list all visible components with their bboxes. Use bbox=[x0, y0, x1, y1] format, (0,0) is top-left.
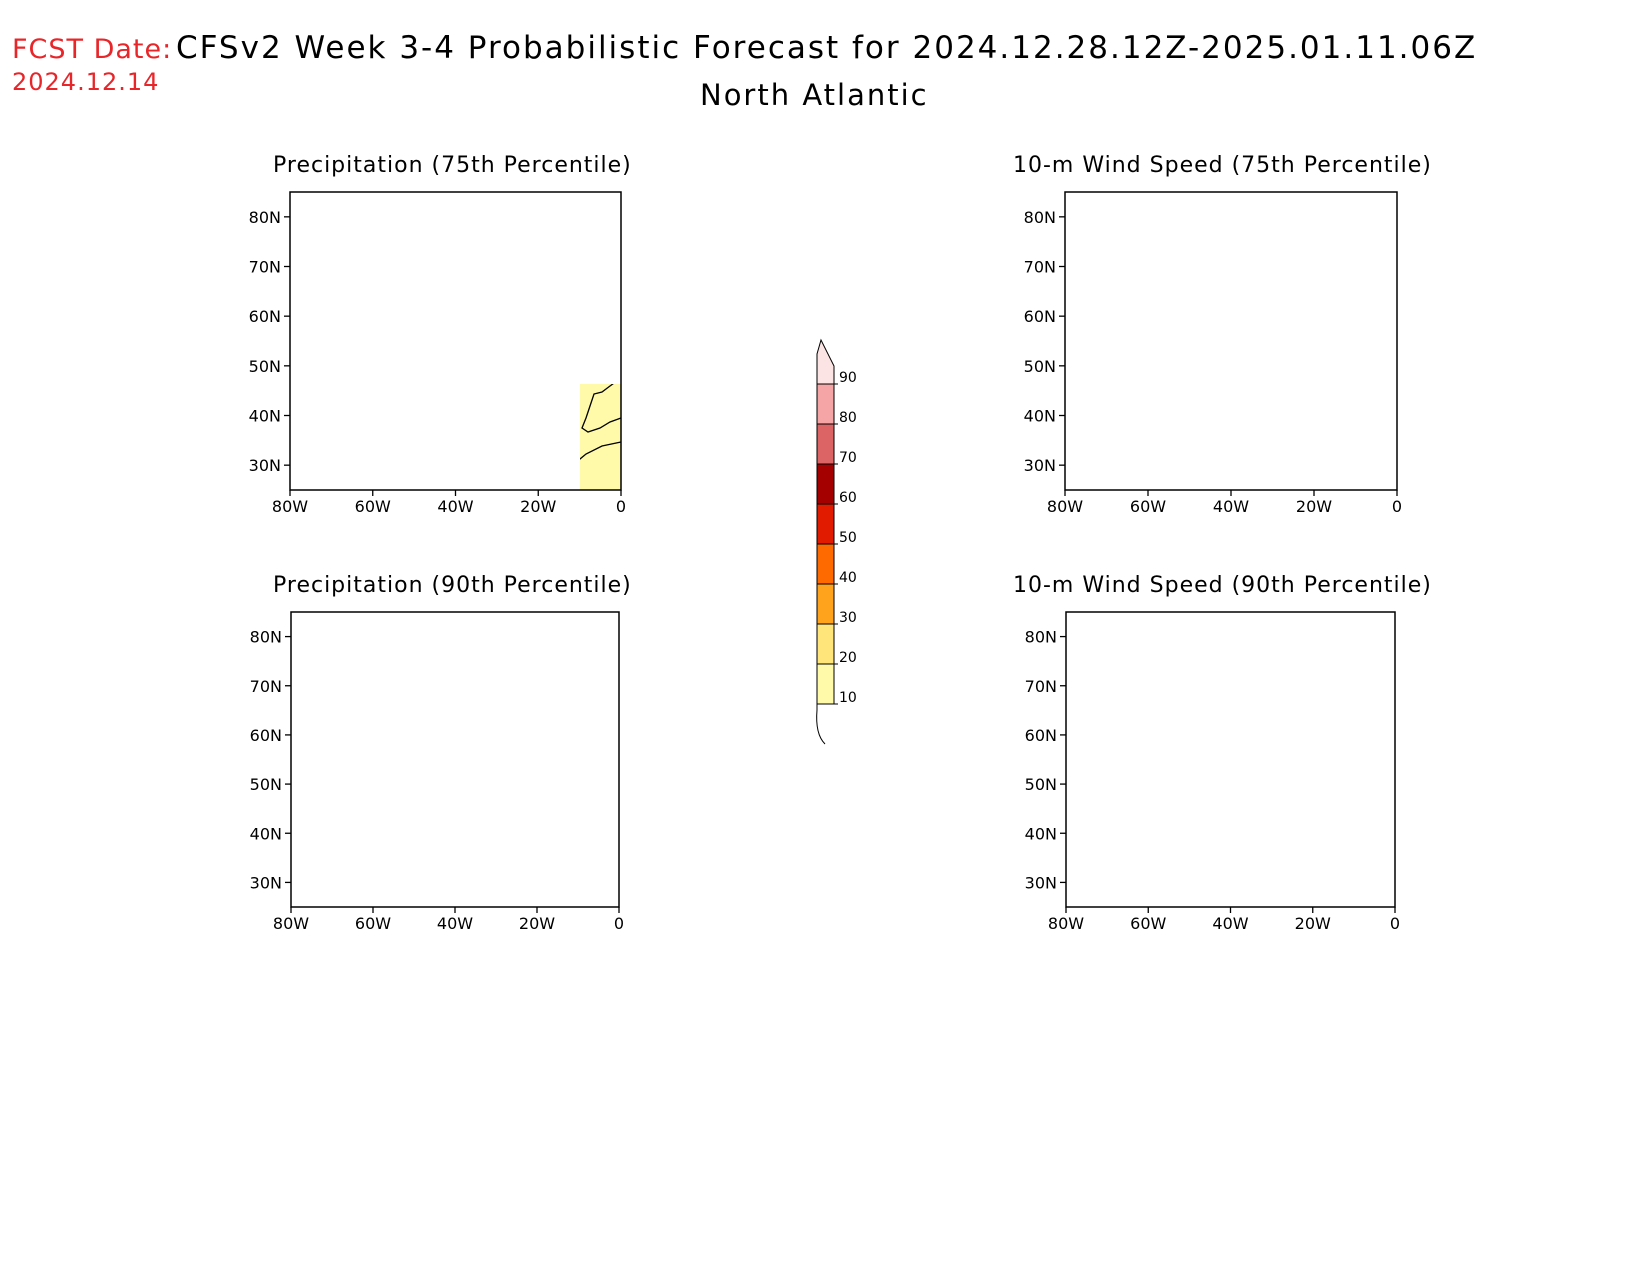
lon-tick-label: 60W bbox=[1130, 497, 1166, 516]
lon-tick-label: 80W bbox=[272, 497, 308, 516]
lat-tick-label: 80N bbox=[1024, 208, 1056, 227]
lon-tick-label: 20W bbox=[1296, 497, 1332, 516]
lon-tick-label: 0 bbox=[614, 914, 624, 933]
lat-tick-label: 70N bbox=[249, 258, 281, 277]
fcst-label: FCST Date: bbox=[12, 34, 173, 65]
colorbar-label: 50 bbox=[839, 530, 857, 546]
colorbar-swatch bbox=[816, 338, 835, 385]
lon-tick-label: 80W bbox=[273, 914, 309, 933]
main-title: CFSv2 Week 3-4 Probabilistic Forecast fo… bbox=[176, 30, 1478, 66]
colorbar-label: 60 bbox=[839, 490, 857, 506]
axes-precip-90: 80N 70N 60N 50N 40N 30N 80W 60W 40W 20W 0 bbox=[250, 628, 624, 933]
lat-tick-label: 40N bbox=[1025, 824, 1057, 843]
panel-title-precip-75: Precipitation (75th Percentile) bbox=[273, 153, 632, 178]
region-title: North Atlantic bbox=[700, 78, 929, 112]
lon-tick-label: 20W bbox=[1295, 914, 1331, 933]
map-wind-75 bbox=[1065, 192, 1397, 490]
lat-tick-label: 80N bbox=[250, 628, 282, 647]
lat-tick-label: 30N bbox=[249, 456, 281, 475]
colorbar-label: 10 bbox=[839, 690, 857, 706]
colorbar-swatch bbox=[816, 663, 835, 705]
lat-tick-label: 40N bbox=[1024, 407, 1056, 426]
colorbar-swatch bbox=[816, 543, 835, 585]
lon-tick-label: 40W bbox=[1213, 497, 1249, 516]
lon-tick-label: 20W bbox=[520, 497, 556, 516]
lat-tick-label: 50N bbox=[249, 357, 281, 376]
lon-tick-label: 60W bbox=[355, 497, 391, 516]
lon-tick-label: 20W bbox=[519, 914, 555, 933]
axes-wind-75: 80N 70N 60N 50N 40N 30N 80W 60W 40W 20W 0 bbox=[1024, 208, 1402, 516]
axes-wind-90: 80N 70N 60N 50N 40N 30N 80W 60W 40W 20W 0 bbox=[1025, 628, 1400, 933]
colorbar-swatch bbox=[816, 423, 835, 465]
lon-tick-label: 60W bbox=[1130, 914, 1166, 933]
map-precip-90 bbox=[291, 612, 622, 910]
lat-tick-label: 80N bbox=[1025, 628, 1057, 647]
map-wind-90 bbox=[1066, 612, 1397, 910]
lat-tick-label: 50N bbox=[1025, 775, 1057, 794]
axes-precip-75: 80N 70N 60N 50N 40N 30N 80W 60W 40W 20W 0 bbox=[249, 208, 626, 516]
colorbar-bottom-tip bbox=[816, 704, 826, 745]
colorbar-label: 70 bbox=[839, 450, 857, 466]
colorbar-label: 80 bbox=[839, 410, 857, 426]
lat-tick-label: 60N bbox=[250, 726, 282, 745]
lat-tick-label: 70N bbox=[1025, 677, 1057, 696]
lat-tick-label: 70N bbox=[1024, 258, 1056, 277]
colorbar-label: 90 bbox=[839, 370, 857, 386]
lat-tick-label: 70N bbox=[250, 677, 282, 696]
lat-tick-label: 50N bbox=[1024, 357, 1056, 376]
colorbar-swatch bbox=[816, 383, 835, 425]
lat-tick-label: 50N bbox=[250, 775, 282, 794]
lat-tick-label: 30N bbox=[1025, 873, 1057, 892]
lat-tick-label: 40N bbox=[250, 824, 282, 843]
lat-tick-label: 60N bbox=[249, 307, 281, 326]
panel-title-precip-90: Precipitation (90th Percentile) bbox=[273, 573, 632, 598]
lon-tick-label: 40W bbox=[1212, 914, 1248, 933]
lon-tick-label: 60W bbox=[355, 914, 391, 933]
lat-tick-label: 80N bbox=[249, 208, 281, 227]
colorbar-label: 40 bbox=[839, 570, 857, 586]
map-precip-75 bbox=[580, 384, 622, 491]
panel-title-wind-90: 10-m Wind Speed (90th Percentile) bbox=[1013, 573, 1432, 598]
colorbar-label: 30 bbox=[839, 610, 857, 626]
colorbar-swatch bbox=[816, 463, 835, 505]
lat-tick-label: 30N bbox=[250, 873, 282, 892]
colorbar-swatch bbox=[816, 583, 835, 625]
axis-layer: 80N 70N 60N 50N 40N 30N 80W 60W 40W 20W 0 80N 70N 60N… bbox=[249, 208, 1402, 933]
fcst-date: 2024.12.14 bbox=[12, 68, 160, 96]
colorbar-label: 20 bbox=[839, 650, 857, 666]
colorbar-swatch bbox=[816, 623, 835, 665]
lat-tick-label: 60N bbox=[1025, 726, 1057, 745]
lon-tick-label: 80W bbox=[1047, 497, 1083, 516]
panel-title-wind-75: 10-m Wind Speed (75th Percentile) bbox=[1013, 153, 1432, 178]
lat-tick-label: 40N bbox=[249, 407, 281, 426]
lat-tick-label: 60N bbox=[1024, 307, 1056, 326]
lon-tick-label: 0 bbox=[616, 497, 626, 516]
lon-tick-label: 80W bbox=[1048, 914, 1084, 933]
lon-tick-label: 40W bbox=[437, 914, 473, 933]
lon-tick-label: 0 bbox=[1392, 497, 1402, 516]
lat-tick-label: 30N bbox=[1024, 456, 1056, 475]
lon-tick-label: 40W bbox=[437, 497, 473, 516]
colorbar: 10 20 30 40 50 60 70 80 90 bbox=[816, 338, 857, 745]
colorbar-swatch bbox=[816, 503, 835, 545]
lon-tick-label: 0 bbox=[1390, 914, 1400, 933]
